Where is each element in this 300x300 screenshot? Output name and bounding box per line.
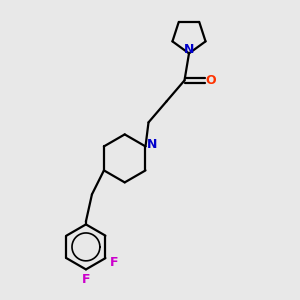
Text: F: F <box>110 256 118 269</box>
Text: O: O <box>206 74 216 87</box>
Text: N: N <box>184 43 194 56</box>
Text: N: N <box>147 138 157 152</box>
Text: F: F <box>82 272 90 286</box>
